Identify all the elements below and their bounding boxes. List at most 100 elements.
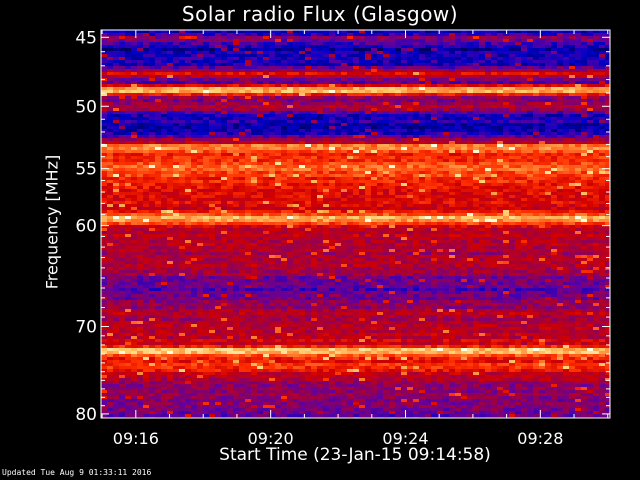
heatmap-cell	[317, 123, 324, 127]
heatmap-cell	[545, 84, 552, 88]
heatmap-cell	[599, 78, 606, 82]
heatmap-cell	[221, 123, 228, 127]
heatmap-cell	[473, 54, 480, 58]
heatmap-cell	[215, 129, 222, 133]
heatmap-cell	[245, 114, 252, 118]
heatmap-cell	[101, 93, 108, 97]
heatmap-cell	[269, 111, 276, 115]
heatmap-cell	[281, 111, 288, 115]
heatmap-cell	[485, 84, 492, 88]
heatmap-cell	[395, 174, 402, 178]
heatmap-cell	[101, 135, 108, 139]
heatmap-cell	[581, 171, 588, 175]
heatmap-cell	[491, 162, 498, 166]
heatmap-cell	[125, 189, 132, 193]
heatmap-cell	[197, 144, 204, 148]
heatmap-cell	[359, 87, 366, 91]
heatmap-cell	[161, 174, 168, 178]
heatmap-cell	[329, 78, 336, 82]
heatmap-cell	[137, 171, 144, 175]
heatmap-cell	[101, 201, 108, 205]
heatmap-cell	[239, 72, 246, 76]
heatmap-cell	[605, 84, 611, 88]
heatmap-cell	[395, 81, 402, 85]
heatmap-cell	[101, 69, 108, 73]
heatmap-cell	[113, 138, 120, 142]
heatmap-cell	[329, 87, 336, 91]
heatmap-cell	[113, 198, 120, 202]
heatmap-cell	[563, 105, 570, 109]
heatmap-cell	[347, 120, 354, 124]
heatmap-cell	[233, 72, 240, 76]
heatmap-cell	[413, 51, 420, 55]
heatmap-cell	[179, 132, 186, 136]
heatmap-cell	[275, 39, 282, 43]
heatmap-cell	[347, 147, 354, 151]
heatmap-cell	[359, 117, 366, 121]
heatmap-cell	[107, 171, 114, 175]
heatmap-cell	[605, 57, 611, 61]
heatmap-cell	[347, 117, 354, 121]
heatmap-cell	[161, 78, 168, 82]
heatmap-cell	[317, 165, 324, 169]
heatmap-cell	[473, 81, 480, 85]
heatmap-cell	[605, 33, 611, 37]
heatmap-cell	[569, 66, 576, 70]
heatmap-cell	[275, 204, 282, 208]
heatmap-cell	[557, 87, 564, 91]
heatmap-cell	[101, 147, 108, 151]
heatmap-cell	[149, 171, 156, 175]
heatmap-cell	[119, 87, 126, 91]
heatmap-cell	[257, 78, 264, 82]
heatmap-cell	[191, 99, 198, 103]
heatmap-cell	[509, 129, 516, 133]
heatmap-cell	[155, 153, 162, 157]
heatmap-cell	[443, 150, 450, 154]
heatmap-cell	[185, 48, 192, 52]
heatmap-cell	[239, 138, 246, 142]
heatmap-cell	[497, 78, 504, 82]
heatmap-cell	[215, 186, 222, 190]
heatmap-cell	[359, 129, 366, 133]
heatmap-cell	[455, 39, 462, 43]
heatmap-cell	[215, 150, 222, 154]
heatmap-cell	[401, 111, 408, 115]
heatmap-cell	[269, 135, 276, 139]
heatmap-cell	[491, 120, 498, 124]
heatmap-cell	[593, 180, 600, 184]
heatmap-cell	[119, 84, 126, 88]
heatmap-cell	[407, 111, 414, 115]
heatmap-cell	[119, 117, 126, 121]
heatmap-cell	[311, 204, 318, 208]
heatmap-cell	[605, 141, 611, 145]
heatmap-cell	[545, 177, 552, 181]
heatmap-cell	[287, 33, 294, 37]
heatmap-cell	[533, 60, 540, 64]
heatmap-cell	[599, 117, 606, 121]
heatmap-cell	[161, 201, 168, 205]
heatmap-cell	[107, 39, 114, 43]
heatmap-cell	[575, 195, 582, 199]
heatmap-cell	[197, 153, 204, 157]
heatmap-cell	[551, 126, 558, 130]
heatmap-cell	[449, 168, 456, 172]
heatmap-cell	[143, 60, 150, 64]
heatmap-cell	[593, 93, 600, 97]
heatmap-cell	[275, 60, 282, 64]
heatmap-cell	[257, 117, 264, 121]
heatmap-cell	[515, 87, 522, 91]
heatmap-cell	[179, 102, 186, 106]
heatmap-cell	[371, 114, 378, 118]
heatmap-cell	[251, 87, 258, 91]
heatmap-cell	[233, 192, 240, 196]
heatmap-cell	[335, 192, 342, 196]
heatmap-cell	[491, 135, 498, 139]
heatmap-cell	[299, 180, 306, 184]
heatmap-cell	[539, 90, 546, 94]
heatmap-cell	[263, 126, 270, 130]
heatmap-cell	[425, 33, 432, 37]
heatmap-cell	[347, 69, 354, 73]
heatmap-cell	[245, 192, 252, 196]
heatmap-cell	[269, 177, 276, 181]
heatmap-cell	[545, 165, 552, 169]
